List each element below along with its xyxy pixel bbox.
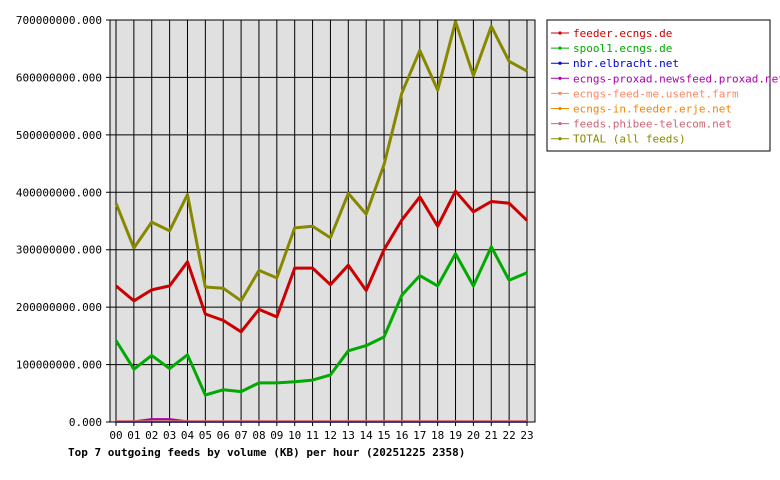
plot-border <box>109 19 536 423</box>
series-line <box>114 20 528 303</box>
legend-label: feeds.phibee-telecom.net <box>573 118 732 131</box>
x-tick-label: 17 <box>413 429 426 442</box>
chart-title: Top 7 outgoing feeds by volume (KB) per … <box>68 446 465 459</box>
y-tick-label: 700000000.000 <box>16 14 102 27</box>
legend-label: feeder.ecngs.de <box>573 27 672 40</box>
y-tick-label: 400000000.000 <box>16 186 102 199</box>
legend-marker <box>558 31 562 35</box>
x-tick-label: 02 <box>145 429 158 442</box>
x-axis-ticks: 00 01 02 03 04 05 06 07 08 09 10 11 12 13 14 15 16 17 18 19… <box>109 429 533 442</box>
x-tick-label: 04 <box>181 429 195 442</box>
x-tick-label: 22 <box>503 429 516 442</box>
legend-marker <box>558 137 562 141</box>
x-tick-label: 06 <box>217 429 230 442</box>
x-tick-label: 07 <box>234 429 247 442</box>
x-tick-label: 05 <box>199 429 212 442</box>
legend-marker <box>558 106 562 111</box>
x-tick-label: 01 <box>127 429 140 442</box>
x-tick-label: 12 <box>324 429 337 442</box>
x-tick-label: 11 <box>306 429 319 442</box>
legend-label: ecngs-feed-me.usenet.farm <box>573 87 739 100</box>
plot-background <box>110 20 535 422</box>
legend-label: TOTAL (all feeds) <box>573 133 686 146</box>
legend: feeder.ecngs.de spool1.ecngs.de nbr.elbrac… <box>546 19 780 152</box>
legend-marker <box>558 76 562 80</box>
x-tick-label: 18 <box>431 429 444 442</box>
x-tick-label: 23 <box>520 429 533 442</box>
grid-lines <box>106 19 535 426</box>
x-tick-label: 10 <box>288 429 301 442</box>
series-line <box>114 245 528 397</box>
legend-marker <box>558 61 562 65</box>
x-tick-label: 15 <box>377 429 390 442</box>
legend-marker <box>558 122 562 126</box>
series-line <box>115 189 529 334</box>
y-tick-label: 600000000.000 <box>16 71 102 84</box>
y-axis-ticks: 0.000 100000000.000 200000000.000 300000000… <box>16 14 102 429</box>
legend-marker <box>558 91 562 95</box>
y-tick-label: 500000000.000 <box>16 129 102 142</box>
legend-label: spool1.ecngs.de <box>573 42 672 55</box>
y-tick-label: 300000000.000 <box>16 244 102 257</box>
x-tick-label: 08 <box>252 429 265 442</box>
x-tick-label: 19 <box>449 429 462 442</box>
y-tick-label: 200000000.000 <box>16 301 102 314</box>
y-tick-label: 100000000.000 <box>16 359 102 372</box>
y-tick-label: 0.000 <box>69 416 102 429</box>
x-tick-label: 21 <box>485 429 498 442</box>
legend-label: nbr.elbracht.net <box>573 57 679 70</box>
x-tick-label: 03 <box>163 429 176 442</box>
legend-label: ecngs-in.feeder.erje.net <box>573 103 732 116</box>
legend-box <box>546 19 771 152</box>
x-tick-label: 14 <box>360 429 374 442</box>
legend-items: feeder.ecngs.de spool1.ecngs.de nbr.elbrac… <box>551 27 780 146</box>
legend-marker <box>558 46 562 50</box>
x-tick-label: 00 <box>109 429 122 442</box>
legend-label: ecngs-proxad.newsfeed.proxad.net <box>573 72 780 85</box>
x-tick-label: 09 <box>270 429 283 442</box>
x-tick-label: 13 <box>342 429 355 442</box>
x-tick-label: 20 <box>467 429 480 442</box>
x-tick-label: 16 <box>395 429 408 442</box>
